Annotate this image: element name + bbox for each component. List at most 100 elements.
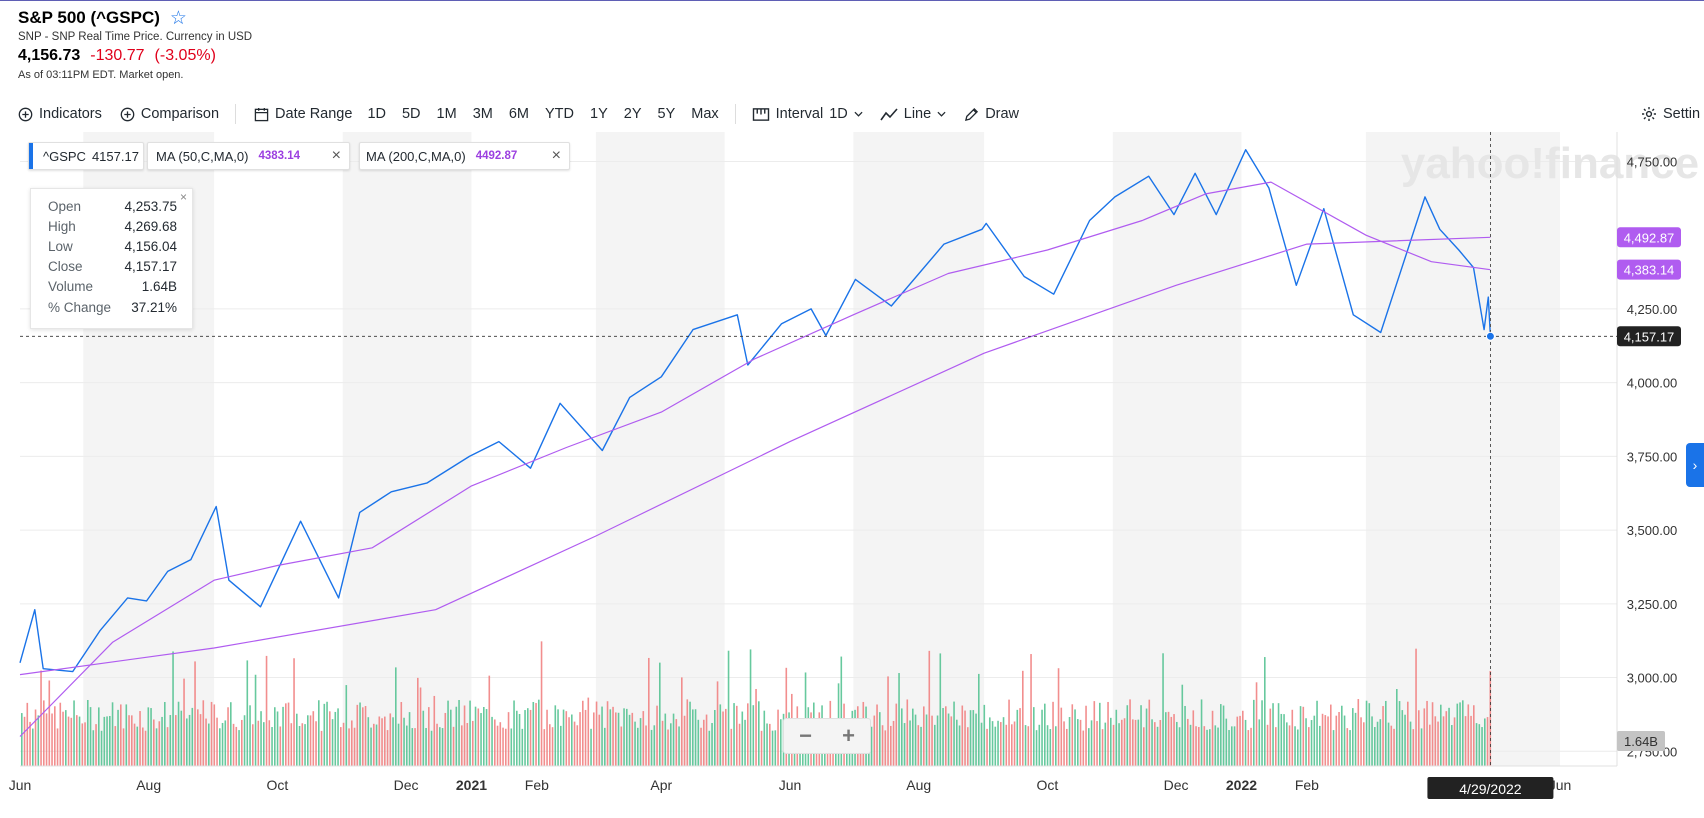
volume-bar — [747, 703, 749, 766]
volume-bar — [934, 724, 936, 766]
current-price: 4,156.73 — [18, 47, 81, 64]
legend-chip-ma50[interactable]: MA (50,C,MA,0) 4383.14 × — [147, 142, 350, 170]
series-line — [19, 181, 1491, 737]
volume-bar — [956, 719, 958, 766]
range-1m-button[interactable]: 1M — [437, 106, 457, 122]
volume-bar — [697, 719, 700, 766]
volume-bar — [186, 718, 188, 766]
volume-bar — [626, 708, 628, 766]
volume-bar — [381, 718, 383, 766]
date-range-button[interactable]: Date Range — [254, 106, 352, 122]
volume-bar — [1349, 730, 1351, 766]
volume-bar — [1225, 718, 1228, 766]
volume-bar — [417, 677, 419, 766]
volume-bar — [1297, 729, 1299, 766]
range-3m-button[interactable]: 3M — [473, 106, 493, 122]
volume-bar — [246, 660, 249, 766]
volume-bar — [474, 706, 477, 766]
range-1y-button[interactable]: 1Y — [590, 106, 608, 122]
range-6m-button[interactable]: 6M — [509, 106, 529, 122]
chart-type-dropdown[interactable]: Line — [880, 106, 946, 122]
zoom-in-button[interactable]: + — [842, 723, 855, 748]
volume-bar — [617, 712, 620, 766]
volume-bar — [1437, 721, 1439, 766]
volume-bar — [741, 711, 744, 766]
volume-bar — [1211, 710, 1214, 766]
y-tick-label: 3,500.00 — [1627, 523, 1678, 538]
y-tick-label: 3,000.00 — [1627, 671, 1678, 686]
volume-bar — [241, 719, 243, 766]
range-5d-button[interactable]: 5D — [402, 106, 421, 122]
volume-bar — [1357, 699, 1360, 766]
quote-title-row: S&P 500 (^GSPC) ☆ — [18, 8, 252, 28]
draw-button[interactable]: Draw — [964, 106, 1019, 122]
month-band — [853, 132, 985, 766]
top-border — [0, 0, 1704, 1]
x-tick-label: Dec — [394, 777, 419, 793]
volume-bar — [1310, 720, 1313, 766]
volume-bar — [906, 699, 909, 766]
interval-dropdown[interactable]: Interval 1D — [752, 106, 863, 122]
volume-bar — [648, 657, 650, 766]
volume-bar — [59, 702, 62, 766]
price-value-tag-label: 4,157.17 — [1624, 329, 1675, 344]
volume-bar — [975, 713, 977, 766]
indicators-button[interactable]: Indicators — [18, 106, 102, 122]
volume-bar — [895, 703, 898, 766]
volume-bar — [725, 708, 727, 766]
close-icon[interactable]: × — [179, 190, 187, 204]
volume-bar — [1396, 689, 1398, 766]
volume-bar — [705, 714, 708, 766]
range-ytd-button[interactable]: YTD — [545, 106, 574, 122]
chart-type-label: Line — [903, 106, 932, 122]
line-chart-icon — [880, 107, 898, 120]
range-label: 5Y — [657, 106, 676, 122]
volume-bar — [1335, 715, 1338, 766]
volume-bar — [1104, 722, 1107, 766]
volume-bar — [595, 701, 598, 766]
volume-bar — [774, 730, 777, 766]
volume-bar — [898, 673, 900, 766]
volume-bar — [147, 707, 150, 766]
volume-bar — [1371, 716, 1373, 766]
volume-bar — [1434, 716, 1437, 766]
legend-chip-ma200[interactable]: MA (200,C,MA,0) 4492.87 × — [359, 142, 570, 170]
volume-bar — [414, 728, 416, 766]
volume-bar — [175, 715, 177, 766]
y-tick-label: 4,000.00 — [1627, 376, 1678, 391]
close-icon[interactable]: × — [551, 147, 561, 164]
volume-bar — [1057, 668, 1060, 766]
volume-bar — [1363, 722, 1365, 766]
ruler-icon — [752, 107, 769, 121]
volume-bar — [1154, 722, 1156, 766]
price-row: 4,156.73 -130.77 (-3.05%) — [18, 47, 252, 65]
volume-bar — [1055, 726, 1057, 766]
volume-bar — [1121, 719, 1123, 766]
volume-bar — [945, 706, 947, 766]
volume-bar — [1035, 730, 1038, 766]
legend-chip-gspc[interactable]: ^GSPC 4157.17 — [28, 142, 144, 170]
volume-bar — [1192, 710, 1195, 766]
star-icon[interactable]: ☆ — [169, 7, 187, 29]
price-value-tag — [1617, 326, 1681, 347]
volume-bar — [749, 649, 752, 766]
range-1d-button[interactable]: 1D — [367, 106, 386, 122]
volume-bar — [1346, 728, 1349, 766]
zoom-out-button[interactable]: − — [799, 723, 812, 748]
expand-panel-button[interactable]: › — [1686, 443, 1704, 487]
close-icon[interactable]: × — [331, 147, 341, 164]
volume-bar — [516, 710, 518, 766]
volume-bar — [480, 713, 482, 766]
volume-bar — [1110, 717, 1112, 766]
settings-button[interactable]: Settin — [1641, 106, 1700, 122]
volume-bar — [890, 725, 892, 766]
range-2y-button[interactable]: 2Y — [624, 106, 642, 122]
volume-bar — [518, 714, 521, 766]
volume-bar — [1143, 727, 1145, 766]
volume-bar — [166, 727, 169, 766]
range-max-button[interactable]: Max — [691, 106, 718, 122]
volume-bar — [89, 707, 92, 766]
range-5y-button[interactable]: 5Y — [658, 106, 676, 122]
comparison-button[interactable]: Comparison — [120, 106, 219, 122]
